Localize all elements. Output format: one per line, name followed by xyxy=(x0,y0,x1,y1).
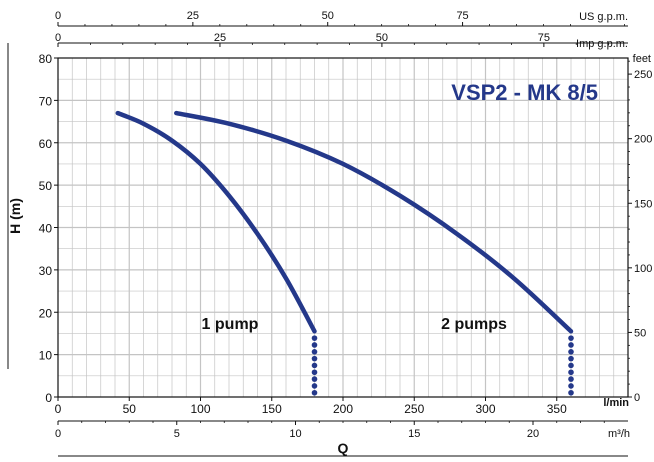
x-tick-label: 250 xyxy=(404,402,424,416)
us-gpm-tick-label: 25 xyxy=(187,10,199,22)
series-label-2-pumps: 2 pumps xyxy=(441,316,507,333)
x-tick-label: 300 xyxy=(475,402,495,416)
m3h-tick-label: 0 xyxy=(55,428,61,440)
y-tick-label: 80 xyxy=(39,52,53,66)
feet-tick-label: 100 xyxy=(634,263,652,275)
us-gpm-tick-label: 0 xyxy=(55,10,61,22)
x-tick-label: 100 xyxy=(190,402,210,416)
x-unit-label: l/min xyxy=(603,397,629,409)
curve-dot-series-1 xyxy=(311,342,318,348)
y-axis-title: H (m) xyxy=(7,198,23,234)
curve-dot-series-1 xyxy=(311,362,318,369)
y-tick-label: 10 xyxy=(39,349,53,363)
m3h-tick-label: 5 xyxy=(174,428,180,440)
x-tick-label: 150 xyxy=(262,402,282,416)
x-tick-label: 0 xyxy=(55,402,62,416)
feet-tick-label: 0 xyxy=(634,392,640,404)
top-us-unit-label: US g.p.m. xyxy=(579,11,628,23)
curve-dot-series-2 xyxy=(568,349,574,355)
curve-series-2 xyxy=(174,110,574,334)
y-tick-label: 20 xyxy=(39,306,53,320)
curve-dot-series-1 xyxy=(311,389,318,396)
feet-tick-label: 150 xyxy=(634,198,652,210)
curves xyxy=(115,110,574,396)
m3h-tick-label: 10 xyxy=(289,428,301,440)
y-tick-label: 50 xyxy=(39,179,53,193)
y-tick-label: 0 xyxy=(45,391,52,405)
chart-title: VSP2 - MK 8/5 xyxy=(451,80,598,105)
feet-tick-label: 250 xyxy=(634,69,652,81)
curve-dot-series-1 xyxy=(311,349,318,355)
y-tick-label: 40 xyxy=(39,222,53,236)
us-gpm-tick-label: 50 xyxy=(322,10,334,22)
us-gpm-tick-label: 75 xyxy=(456,10,468,22)
curve-dot-series-1 xyxy=(311,376,318,382)
curve-dot-series-1 xyxy=(311,383,318,389)
curve-dot-series-2 xyxy=(568,362,574,369)
feet-tick-label: 200 xyxy=(634,134,652,146)
top-imp-unit-label: Imp g.p.m. xyxy=(576,38,628,50)
x-tick-label: 200 xyxy=(333,402,353,416)
curve-dot-series-2 xyxy=(568,389,574,396)
y-tick-label: 30 xyxy=(39,264,53,278)
curve-dot-series-2 xyxy=(568,342,574,348)
imp-gpm-tick-label: 75 xyxy=(538,32,550,44)
m3h-tick-label: 20 xyxy=(527,428,539,440)
curve-dot-series-2 xyxy=(568,355,574,362)
curve-series-1 xyxy=(115,110,317,334)
feet-tick-label: 50 xyxy=(634,327,646,339)
curve-dot-series-2 xyxy=(568,376,574,382)
imp-gpm-tick-label: 0 xyxy=(55,32,61,44)
imp-gpm-tick-label: 50 xyxy=(376,32,388,44)
curve-dot-series-2 xyxy=(568,383,574,389)
grid xyxy=(58,58,628,397)
x-axis-title: Q xyxy=(338,440,349,456)
m3h-tick-label: 15 xyxy=(408,428,420,440)
x-tick-label: 350 xyxy=(547,402,567,416)
series-label-1-pump: 1 pump xyxy=(202,316,259,333)
imp-gpm-tick-label: 25 xyxy=(214,32,226,44)
y-tick-label: 70 xyxy=(39,94,53,108)
curve-dot-series-2 xyxy=(568,369,574,376)
right-unit-label: feet xyxy=(633,53,651,65)
m3h-unit-label: m³/h xyxy=(608,428,630,440)
curve-dot-series-1 xyxy=(311,355,318,362)
x-tick-label: 50 xyxy=(123,402,137,416)
curve-dot-series-2 xyxy=(568,335,574,341)
curve-dot-series-1 xyxy=(311,335,318,341)
curve-dot-series-1 xyxy=(311,369,318,376)
y-tick-label: 60 xyxy=(39,137,53,151)
